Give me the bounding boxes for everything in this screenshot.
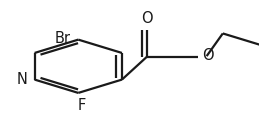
Text: Br: Br bbox=[55, 31, 71, 46]
Text: F: F bbox=[77, 98, 86, 113]
Text: O: O bbox=[141, 11, 153, 26]
Text: N: N bbox=[16, 72, 27, 87]
Text: O: O bbox=[202, 48, 214, 63]
